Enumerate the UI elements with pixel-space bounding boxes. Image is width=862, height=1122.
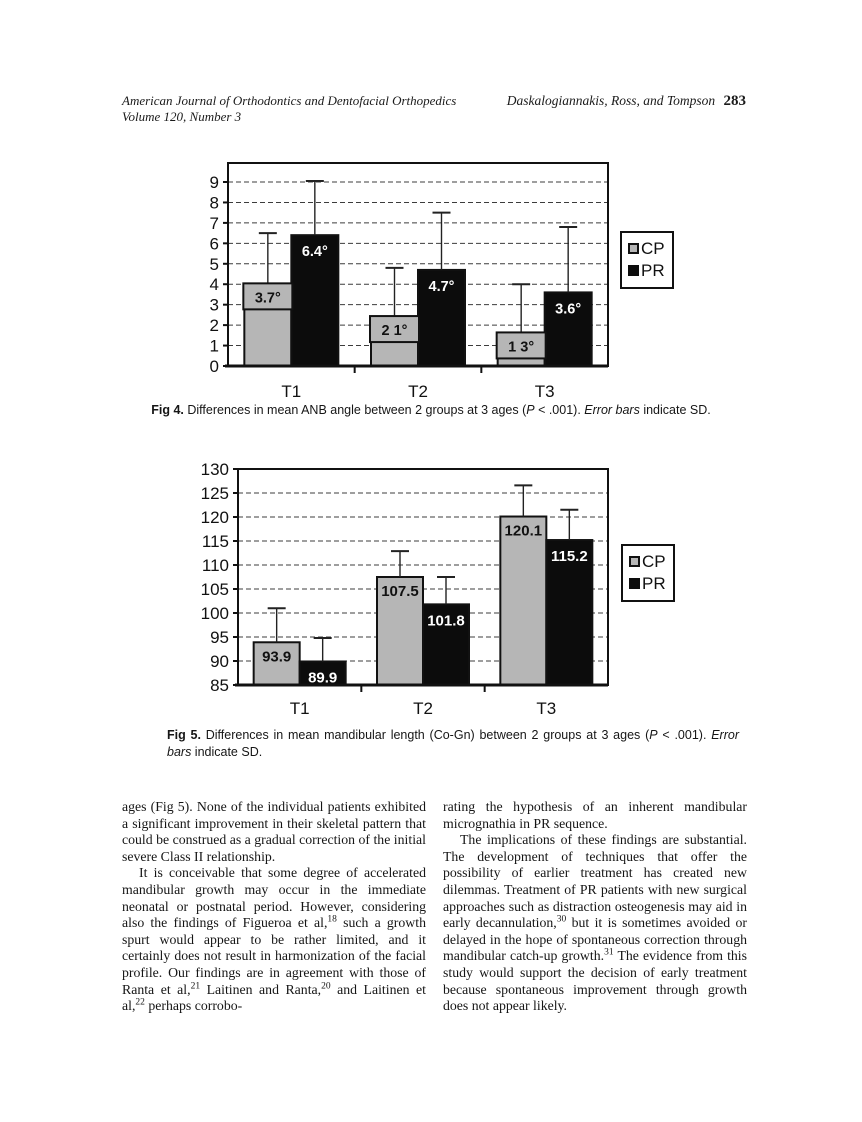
journal-info: American Journal of Orthodontics and Den… [122,93,456,125]
svg-text:3: 3 [210,296,219,315]
svg-text:101.8: 101.8 [427,612,465,629]
svg-text:1: 1 [210,337,219,356]
svg-text:6.4°: 6.4° [302,244,328,260]
svg-text:8: 8 [210,193,219,212]
running-head: Daskalogiannakis, Ross, and Tompson 283 [507,93,746,110]
pr-swatch-icon [629,577,640,589]
svg-text:85: 85 [210,676,229,695]
paragraph: rating the hypothesis of an inherent man… [443,799,747,831]
svg-text:1 3°: 1 3° [508,339,534,355]
svg-text:125: 125 [201,484,229,503]
svg-text:4.7°: 4.7° [429,279,455,295]
paragraph: It is conceivable that some degree of ac… [122,865,426,1014]
svg-text:89.9: 89.9 [308,669,337,686]
svg-text:130: 130 [201,460,229,479]
paragraph: ages (Fig 5). None of the individual pat… [122,799,426,864]
cp-swatch-icon [629,555,640,567]
svg-text:T1: T1 [290,699,310,718]
svg-text:6: 6 [210,234,219,253]
svg-text:T1: T1 [281,382,301,401]
svg-text:3.7°: 3.7° [255,290,281,306]
svg-text:7: 7 [210,214,219,233]
fig4-bar-chart: 01 23 45 67 89 T1 3.7° 6.4° T2 2 1° 4.7° T3 1 3° 3.6° [210,162,609,401]
legend-label-cp: CP [642,552,666,571]
svg-text:T2: T2 [408,382,428,401]
running-head-authors: Daskalogiannakis, Ross, and Tompson [506,93,716,108]
fig5-bar-chart: 85 90 95 100 105 110 115 120 125 130 T1 93.9 89.9 T2 1… [201,460,609,718]
legend-item-pr: PR [628,260,665,282]
legend-label-pr: PR [641,261,665,280]
fig4-caption: Fig 4. Differences in mean ANB angle bet… [151,403,711,417]
text-column-right: rating the hypothesis of an inherent man… [443,799,747,1015]
svg-text:5: 5 [210,255,219,274]
fig4-legend: CP PR [620,231,674,289]
svg-text:T2: T2 [413,699,433,718]
svg-text:9: 9 [210,173,219,192]
svg-text:4: 4 [210,275,219,294]
page-number: 283 [723,93,747,109]
fig5-legend: CP PR [621,544,675,602]
svg-text:T3: T3 [535,382,555,401]
svg-text:T3: T3 [536,699,556,718]
legend-item-cp: CP [628,238,665,260]
svg-text:107.5: 107.5 [381,583,419,600]
fig5-caption: Fig 5. Differences in mean mandibular le… [167,728,739,759]
legend-label-cp: CP [641,239,665,258]
journal-title: American Journal of Orthodontics and Den… [122,93,457,108]
svg-text:100: 100 [201,604,229,623]
svg-text:115: 115 [202,532,229,551]
svg-text:93.9: 93.9 [262,648,291,665]
svg-text:110: 110 [202,556,229,575]
svg-text:105: 105 [201,580,229,599]
page-header: American Journal of Orthodontics and Den… [122,93,746,125]
svg-text:90: 90 [210,652,229,671]
svg-text:95: 95 [210,628,229,647]
pr-swatch-icon [628,264,639,276]
svg-text:0: 0 [210,357,219,376]
journal-volume: Volume 120, Number 3 [122,109,242,124]
svg-text:2: 2 [210,316,219,335]
paragraph: The implications of these findings are s… [443,832,748,1014]
text-column-left: ages (Fig 5). None of the individual pat… [122,799,426,1015]
legend-item-pr: PR [629,573,666,595]
legend-item-cp: CP [629,551,666,573]
svg-text:3.6°: 3.6° [555,301,581,317]
svg-text:120: 120 [201,508,229,527]
svg-text:2 1°: 2 1° [382,323,408,339]
svg-text:115.2: 115.2 [551,548,588,565]
legend-label-pr: PR [642,574,666,593]
svg-text:120.1: 120.1 [505,523,543,540]
cp-swatch-icon [628,242,639,254]
